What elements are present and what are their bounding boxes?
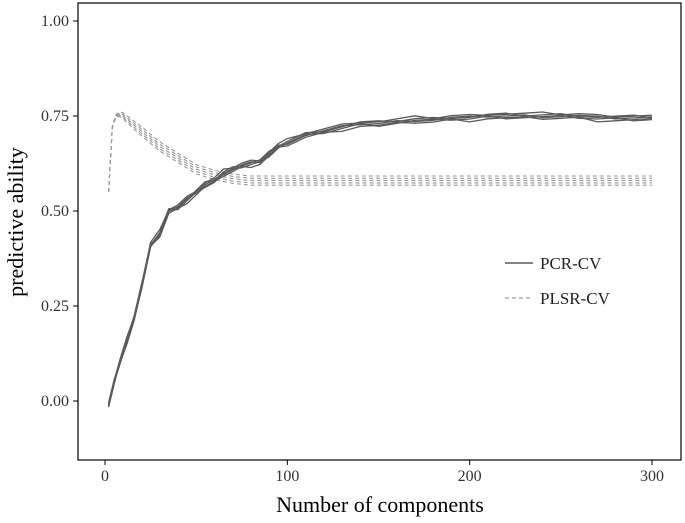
- x-tick-label: 200: [458, 468, 482, 485]
- y-tick-label: 0.00: [41, 393, 69, 410]
- x-axis-ticks: 0 100 200 300: [101, 460, 664, 485]
- pcr-cv-line-5: [107, 111, 653, 403]
- plsr-cv-line-2: [108, 114, 652, 193]
- y-tick-label: 0.50: [41, 203, 69, 220]
- plsr-cv-line-3: [108, 113, 652, 193]
- plot-frame: [77, 2, 682, 461]
- x-tick-label: 0: [101, 468, 109, 485]
- legend-pcr-label: PCR-CV: [540, 254, 602, 273]
- pcr-cv-line-4: [107, 112, 653, 404]
- plsr-cv-line-5: [108, 111, 652, 193]
- y-axis-title: predictive ability: [3, 147, 28, 297]
- x-tick-label: 300: [640, 468, 664, 485]
- y-tick-label: 1.00: [41, 13, 69, 30]
- x-tick-label: 100: [275, 468, 299, 485]
- plsr-cv-line-4: [108, 112, 652, 193]
- plsr-cv-line-1: [108, 115, 652, 193]
- y-tick-label: 0.25: [41, 298, 69, 315]
- legend: PCR-CV PLSR-CV: [505, 254, 611, 308]
- plot-lines: [107, 111, 653, 408]
- legend-plsr-label: PLSR-CV: [540, 289, 611, 308]
- x-axis-title: Number of components: [276, 492, 484, 517]
- y-tick-label: 0.75: [41, 108, 69, 125]
- y-axis-ticks: 0.00 0.25 0.50 0.75 1.00: [41, 13, 78, 410]
